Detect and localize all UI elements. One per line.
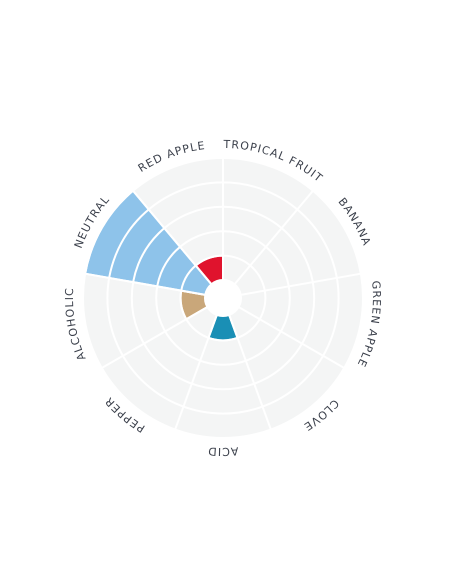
category-label: ACID — [207, 444, 239, 458]
center-hole — [205, 280, 241, 316]
grid-spoke — [233, 190, 314, 285]
grid-spoke — [238, 306, 345, 369]
grid-spoke — [132, 190, 213, 285]
grid-spoke — [240, 272, 362, 296]
category-label-path: ACID — [207, 444, 238, 458]
grid-spoke — [174, 314, 218, 430]
grid-spoke — [84, 272, 206, 296]
grid-spoke — [101, 306, 208, 369]
grid-spoke — [228, 314, 272, 430]
